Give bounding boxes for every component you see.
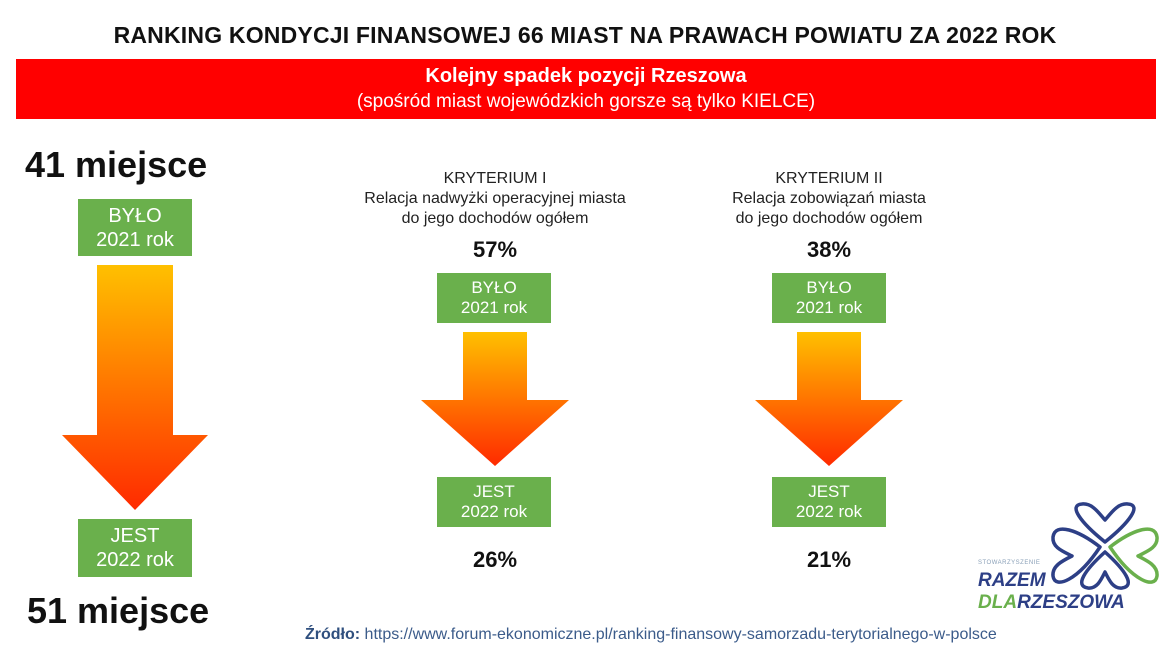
page-title: RANKING KONDYCJI FINANSOWEJ 66 MIAST NA … [113,22,1057,48]
criterion-2-was-box: BYŁO 2021 rok [772,273,886,323]
ranking-down-arrow [62,265,208,510]
logo-rzeszowa-part: RZESZOWA [1017,592,1125,613]
banner-headline: Kolejny spadek pozycji Rzeszowa [425,65,747,87]
criterion-1-desc-line1: Relacja nadwyżki operacyjnej miasta [364,190,626,207]
criterion-2-now-value: 21% [806,547,852,572]
criterion-1-heading: KRYTERIUM I [443,170,547,187]
criterion-2-was-value: 38% [806,237,852,262]
source-label: Źródło: [305,626,361,643]
criterion-1-now-value: 26% [472,547,518,572]
criterion-2-was-label: BYŁO [806,278,852,297]
criterion-1-desc-line2: do jego dochodów ogółem [401,210,589,227]
criterion-1-was-label: BYŁO [471,278,517,297]
source-footer: Źródło: https://www.forum-ekonomiczne.pl… [305,626,997,644]
criterion-1-was-value: 57% [472,237,518,262]
previous-place: 41 miejsce [25,144,208,185]
criterion-1-was-year: 2021 rok [460,298,528,318]
ranking-now-box: JEST 2022 rok [78,519,192,577]
criterion-1-now-box: JEST 2022 rok [437,477,551,527]
criterion-2-down-arrow [755,332,903,466]
clover-logo-icon [1051,502,1159,590]
was-label: BYŁO [108,205,162,227]
criterion-2-description: KRYTERIUM II Relacja zobowiązań miasta d… [664,169,994,229]
criterion-2-now-year: 2022 rok [795,502,863,522]
logo-razem-text: RAZEM [978,570,1046,591]
now-year: 2022 rok [96,549,174,571]
criterion-1-now-year: 2022 rok [460,502,528,522]
criterion-2-desc-line2: do jego dochodów ogółem [735,210,923,227]
criterion-2-now-label: JEST [808,482,850,501]
criterion-1-down-arrow [421,332,569,466]
banner-subheadline: (spośród miast wojewódzkich gorsze są ty… [356,91,816,112]
criterion-2-now-box: JEST 2022 rok [772,477,886,527]
criterion-1-was-box: BYŁO 2021 rok [437,273,551,323]
now-label: JEST [110,525,160,547]
criterion-2-desc-line1: Relacja zobowiązań miasta [732,190,926,207]
criterion-2-was-year: 2021 rok [795,298,863,318]
source-link[interactable]: https://www.forum-ekonomiczne.pl/ranking… [364,626,997,643]
logo-association-text: STOWARZYSZENIE [978,560,1041,566]
was-year: 2021 rok [96,229,174,251]
current-place: 51 miejsce [27,590,210,631]
logo-dla-rzeszowa-text: DLARZESZOWA [978,592,1125,614]
criterion-1-now-label: JEST [473,482,515,501]
logo-dla-part: DLA [978,592,1018,613]
ranking-was-box: BYŁO 2021 rok [78,199,192,256]
headline-banner: Kolejny spadek pozycji Rzeszowa (spośród… [16,59,1156,119]
criterion-2-heading: KRYTERIUM II [775,170,883,187]
criterion-1-description: KRYTERIUM I Relacja nadwyżki operacyjnej… [330,169,660,229]
